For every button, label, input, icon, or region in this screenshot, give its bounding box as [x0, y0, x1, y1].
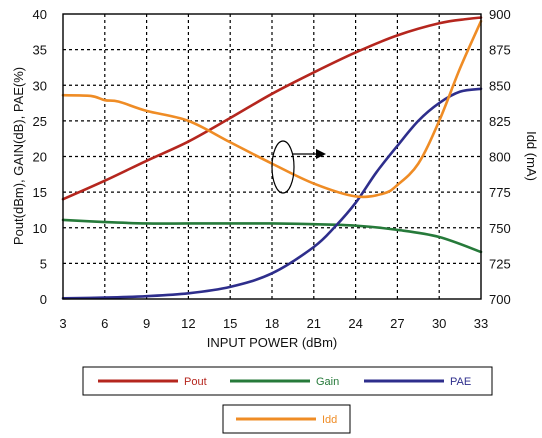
legend-label-gain: Gain [316, 376, 339, 388]
y2-tick-label: 775 [489, 185, 511, 200]
legend: Pout Gain PAE Idd [82, 366, 493, 434]
x-tick-label: 6 [101, 316, 108, 331]
legend-label-pout: Pout [184, 376, 207, 388]
series-line-idd [61, 19, 483, 199]
y2-tick-label: 725 [489, 256, 511, 271]
y-tick-label: 20 [33, 150, 47, 165]
series-line-gain [61, 218, 483, 254]
x-tick-label: 21 [307, 316, 321, 331]
plot-lines [61, 16, 483, 300]
y-tick-label: 0 [40, 292, 47, 307]
series-line-pae [61, 87, 483, 300]
y-tick-label: 15 [33, 185, 47, 200]
x-tick-label: 30 [432, 316, 446, 331]
series-line-pout [61, 16, 483, 201]
y-tick-label: 30 [33, 78, 47, 93]
y2-tick-label: 750 [489, 221, 511, 236]
x-tick-label: 12 [181, 316, 195, 331]
y2-tick-label: 900 [489, 7, 511, 22]
idd-axis-annotation [271, 140, 326, 194]
y2-axis-title: Idd (mA) [524, 131, 539, 181]
tick-labels: 3 6 9 12 15 18 21 24 27 30 33 0 5 10 15 20 25 30 35 40 700 72… [33, 7, 511, 331]
x-tick-label: 33 [474, 316, 488, 331]
y-tick-label: 35 [33, 43, 47, 58]
y-tick-label: 40 [33, 7, 47, 22]
x-tick-label: 15 [223, 316, 237, 331]
legend-label-pae: PAE [450, 376, 471, 388]
plot-frame [62, 13, 482, 300]
y-tick-label: 5 [40, 256, 47, 271]
y2-tick-label: 700 [489, 292, 511, 307]
y-tick-label: 25 [33, 114, 47, 129]
y2-tick-label: 875 [489, 43, 511, 58]
x-tick-label: 3 [59, 316, 66, 331]
y-axis-title: Pout(dBm), GAIN(dB), PAE(%) [11, 67, 26, 245]
x-tick-label: 24 [348, 316, 362, 331]
y-tick-label: 10 [33, 221, 47, 236]
annotation-ellipse [271, 140, 295, 194]
x-tick-label: 18 [265, 316, 279, 331]
y2-tick-label: 800 [489, 150, 511, 165]
legend-label-idd: Idd [322, 414, 337, 426]
grid [63, 14, 481, 299]
x-axis-title: INPUT POWER (dBm) [207, 335, 338, 350]
y2-tick-label: 825 [489, 114, 511, 129]
y2-tick-label: 850 [489, 78, 511, 93]
x-tick-label: 27 [390, 316, 404, 331]
annotation-arrow-head [316, 149, 326, 159]
x-tick-label: 9 [143, 316, 150, 331]
